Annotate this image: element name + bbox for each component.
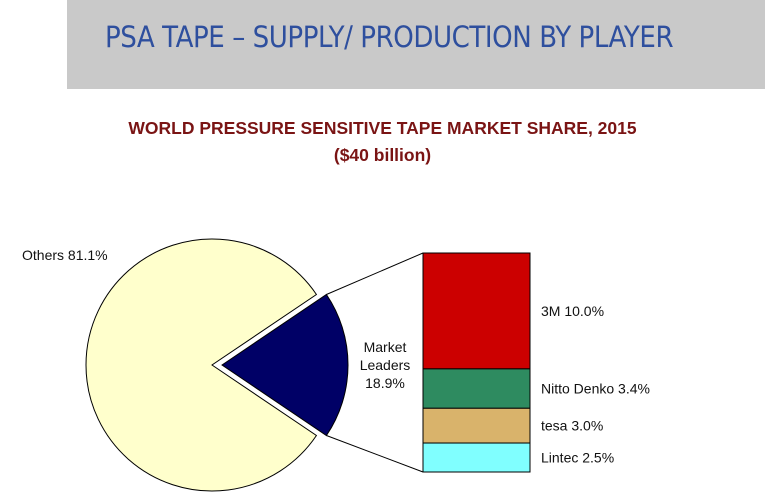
chart-subtitle: ($40 billion)	[333, 145, 432, 165]
bar-segment-tesa	[422, 407, 531, 444]
title-banner: PSA TAPE – SUPPLY/ PRODUCTION BY PLAYER	[67, 0, 765, 89]
pie-label-others: Others 81.1%	[22, 247, 108, 263]
bar-label-nitto-denko: Nitto Denko 3.4%	[541, 381, 650, 397]
pie-label-market-leaders-line-2: Leaders	[360, 357, 411, 373]
pie-label-market-leaders-line-1: Market	[364, 339, 407, 355]
bar-segment-nitto-denko	[422, 368, 531, 409]
connector-line-top	[326, 252, 424, 295]
pie-slice-market-leaders	[221, 293, 349, 437]
bar-segment-lintec	[422, 442, 531, 473]
bar-segment-3m	[422, 252, 531, 370]
bar-label-tesa: tesa 3.0%	[541, 418, 603, 434]
slide-title: PSA TAPE – SUPPLY/ PRODUCTION BY PLAYER	[105, 20, 674, 54]
chart-title: WORLD PRESSURE SENSITIVE TAPE MARKET SHA…	[128, 118, 637, 138]
bar-label-lintec: Lintec 2.5%	[541, 450, 614, 466]
bar-label-3m: 3M 10.0%	[541, 303, 604, 319]
connector-line-bottom	[326, 435, 424, 473]
pie-label-market-leaders-line-3: 18.9%	[365, 375, 405, 391]
pie-slice-others	[85, 238, 318, 492]
